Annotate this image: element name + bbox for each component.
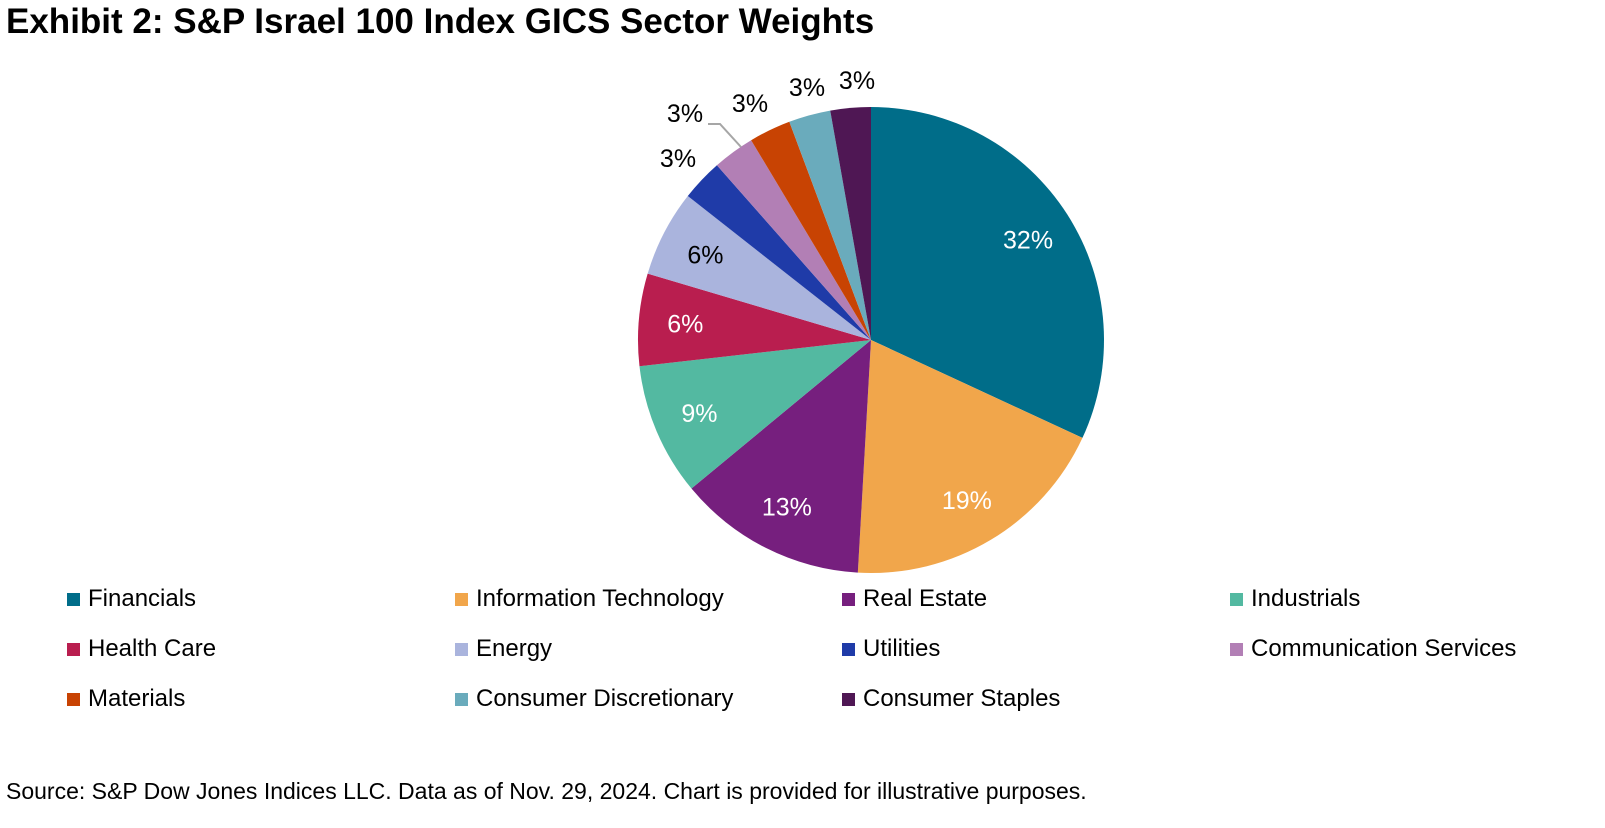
- pie-slice-consumer-staples: [830, 107, 871, 340]
- pie-slice-financials: [871, 107, 1104, 438]
- legend-label: Materials: [88, 685, 186, 712]
- legend-item: Communication Services: [1230, 635, 1516, 663]
- legend-swatch: [455, 592, 468, 606]
- legend-label: Energy: [476, 635, 553, 662]
- legend-label: Consumer Discretionary: [476, 685, 734, 712]
- pie-slice-energy: [647, 196, 871, 340]
- data-label: 3%: [667, 100, 703, 128]
- data-label: 9%: [681, 400, 717, 428]
- legend-item: Energy: [455, 635, 552, 663]
- legend-item: Consumer Staples: [842, 685, 1060, 713]
- data-label: 32%: [1003, 227, 1053, 255]
- legend-label: Financials: [88, 585, 197, 612]
- legend-item: Industrials: [1230, 585, 1360, 613]
- legend-label: Communication Services: [1251, 635, 1517, 662]
- data-label: 6%: [687, 241, 723, 269]
- pie-slice-materials: [751, 121, 871, 340]
- legend-swatch: [67, 642, 80, 656]
- legend-label: Industrials: [1251, 585, 1361, 612]
- pie-slice-information-technology: [857, 340, 1083, 573]
- data-label: 3%: [660, 145, 696, 173]
- data-label: 6%: [667, 311, 703, 339]
- legend-swatch: [67, 592, 80, 606]
- legend-swatch: [842, 592, 855, 606]
- legend-swatch: [455, 692, 468, 706]
- data-label: 3%: [732, 90, 768, 118]
- pie-slice-consumer-discretionary: [789, 110, 871, 340]
- pie-slice-health-care: [638, 273, 871, 367]
- legend-label: Utilities: [863, 635, 941, 662]
- legend-swatch: [67, 692, 80, 706]
- legend-item: Materials: [67, 685, 185, 713]
- pie-slice-industrials: [639, 340, 871, 489]
- legend-swatch: [455, 642, 468, 656]
- legend-item: Consumer Discretionary: [455, 685, 733, 713]
- legend-item: Information Technology: [455, 585, 724, 613]
- legend-item: Real Estate: [842, 585, 987, 613]
- legend-label: Consumer Staples: [863, 685, 1061, 712]
- legend-swatch: [1230, 642, 1243, 656]
- data-label: 3%: [839, 67, 875, 95]
- legend-item: Financials: [67, 585, 196, 613]
- source-note: Source: S&P Dow Jones Indices LLC. Data …: [6, 778, 1087, 804]
- legend-label: Health Care: [88, 635, 217, 662]
- legend-item: Utilities: [842, 635, 940, 663]
- legend-item: Health Care: [67, 635, 216, 663]
- pie-slice-communication-services: [716, 140, 871, 340]
- data-label: 13%: [762, 493, 812, 521]
- legend-label: Information Technology: [476, 585, 724, 612]
- legend-swatch: [842, 692, 855, 706]
- pie-chart: 32% 19% 13% 9% 6% 6% 3% 3% 3% 3% 3%: [638, 67, 1104, 573]
- data-label: 3%: [789, 74, 825, 102]
- data-label: 19%: [942, 487, 992, 515]
- legend-swatch: [1230, 592, 1243, 606]
- pie-slice-real-estate: [691, 340, 871, 573]
- pie-slice-utilities: [687, 165, 871, 340]
- legend-label: Real Estate: [863, 585, 988, 612]
- legend-swatch: [842, 642, 855, 656]
- chart-title: Exhibit 2: S&P Israel 100 Index GICS Sec…: [6, 2, 875, 41]
- leader-line: [708, 123, 742, 148]
